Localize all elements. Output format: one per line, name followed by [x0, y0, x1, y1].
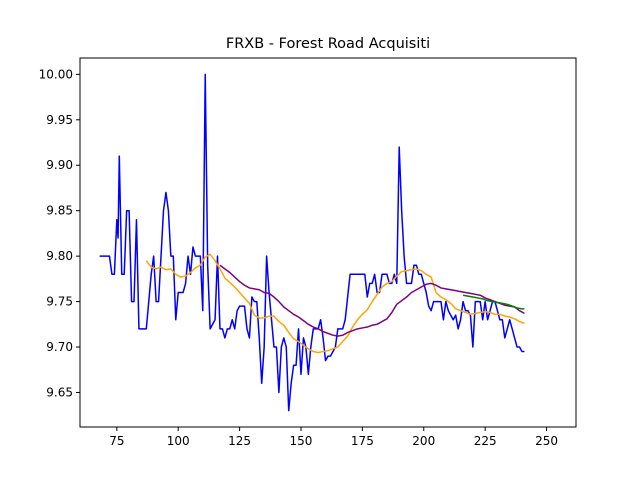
chart-title: FRXB - Forest Road Acquisiti: [226, 36, 430, 52]
series-line-1: [99, 73, 525, 412]
y-tick-label: 10.00: [39, 67, 73, 81]
y-tick-label: 9.75: [46, 295, 73, 309]
y-tick-label: 9.70: [46, 340, 73, 354]
y-tick-label: 9.80: [46, 249, 73, 263]
x-tick-label: 100: [167, 434, 190, 448]
y-axis: 9.65 9.70 9.75 9.80 9.85 9.90 9.95 10.00: [39, 67, 80, 399]
y-tick-label: 9.90: [46, 158, 73, 172]
series-line-3: [219, 264, 525, 337]
x-tick-label: 75: [109, 434, 124, 448]
series-layer: [99, 73, 525, 412]
series-line-2: [145, 253, 525, 354]
axes-frame: [79, 57, 577, 428]
x-tick-label: 200: [412, 434, 435, 448]
y-tick-label: 9.95: [46, 113, 73, 127]
y-tick-label: 9.65: [46, 385, 73, 399]
x-tick-label: 125: [228, 434, 251, 448]
x-axis: 75 100 125 150 175 200 225 250: [109, 427, 558, 448]
x-tick-label: 250: [535, 434, 558, 448]
x-tick-label: 175: [351, 434, 374, 448]
y-tick-label: 9.85: [46, 204, 73, 218]
x-tick-label: 225: [474, 434, 497, 448]
series-line-4: [462, 294, 525, 310]
x-tick-label: 150: [290, 434, 313, 448]
